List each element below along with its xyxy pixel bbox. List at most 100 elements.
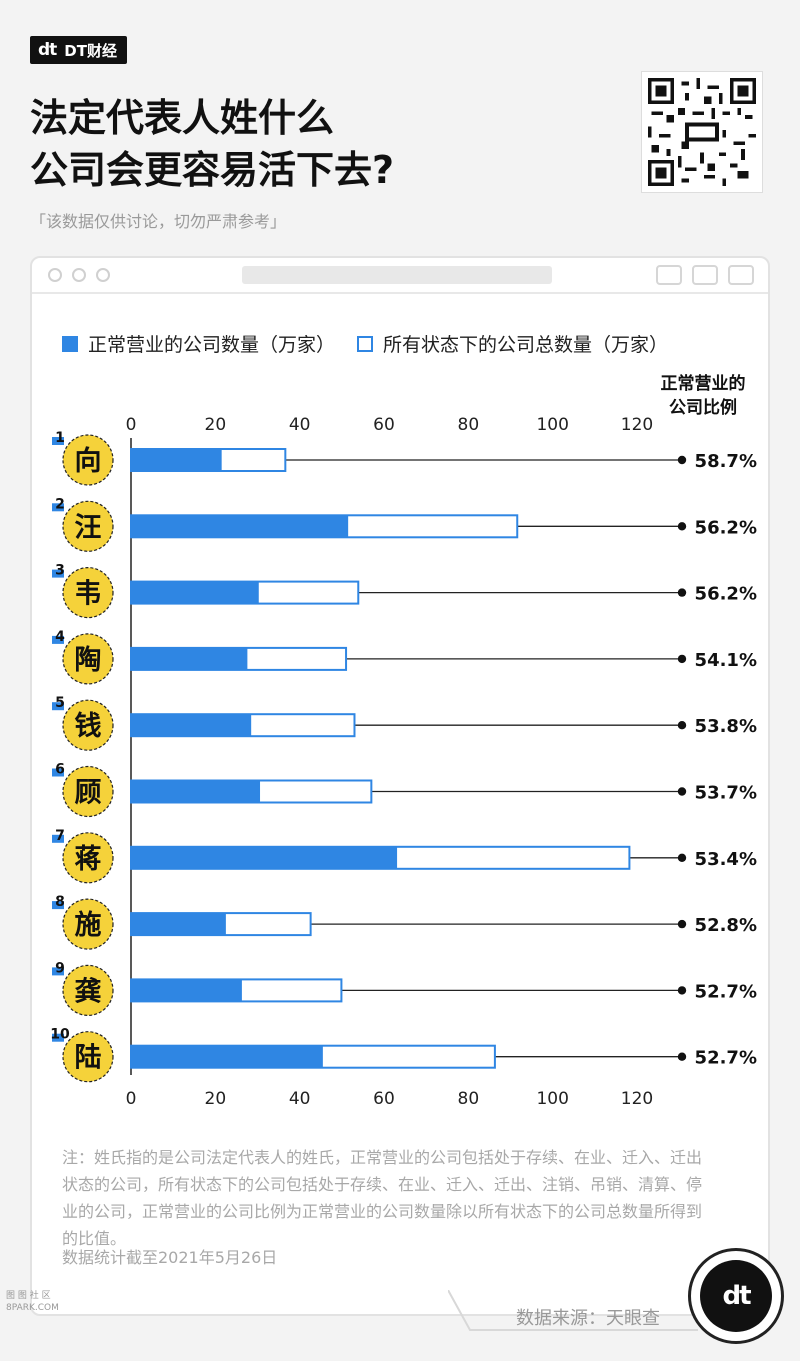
leader-dot (677, 522, 687, 531)
surname-circle (62, 1031, 114, 1083)
disclaimer: 「该数据仅供讨论，切勿严肃参考」 (30, 212, 287, 231)
title-line-1: 法定代表人姓什么 (30, 96, 335, 140)
legend-item-total: 所有状态下的公司总数量（万家） (357, 330, 668, 357)
rank-tag (52, 901, 64, 910)
chart-legend: 正常营业的公司数量（万家） 所有状态下的公司总数量（万家） (62, 330, 690, 357)
corner-mark-line-2: 8PARK.COM (6, 1303, 59, 1313)
rank-number: 1 (55, 430, 65, 446)
ratio-value: 53.8% (695, 716, 757, 737)
bar-normal (131, 780, 261, 803)
close-icon (48, 268, 62, 282)
ratio-value: 53.4% (695, 849, 757, 870)
minimize-icon (72, 268, 86, 282)
rank-tag (52, 768, 64, 777)
address-bar (242, 266, 552, 284)
ratio-value: 56.2% (695, 517, 757, 538)
brand-logo: dt DT财经 (30, 36, 127, 64)
qr-code (642, 72, 762, 192)
surname-circle (62, 964, 114, 1017)
bar-normal (131, 515, 349, 538)
ratio-value: 52.7% (695, 981, 757, 1002)
window-bar (32, 258, 768, 294)
surname-label: 韦 (75, 579, 102, 610)
surname-label: 施 (75, 910, 102, 941)
rank-tag (52, 437, 64, 445)
rank-number: 3 (55, 563, 65, 579)
surname-label: 蒋 (75, 844, 102, 875)
surname-label: 顾 (75, 778, 102, 809)
ratio-header-line-2: 公司比例 (669, 398, 737, 418)
leader-dot (677, 853, 687, 862)
copy-icon (728, 265, 754, 285)
rank-tag (52, 635, 64, 644)
rank-number: 2 (55, 496, 65, 512)
title-line-2: 公司会更容易活下去? (30, 148, 395, 192)
surname-circle (62, 832, 114, 884)
tick-label-bottom: 100 (536, 1089, 568, 1109)
surname-label: 龚 (75, 976, 102, 1007)
tick-label-top: 80 (458, 415, 480, 435)
surname-label: 陆 (75, 1043, 102, 1074)
tick-label-bottom: 0 (126, 1089, 137, 1109)
bar-normal (131, 1045, 323, 1068)
rank-tag (52, 967, 64, 976)
tick-label-top: 100 (536, 415, 568, 435)
bar-normal (131, 581, 259, 604)
surname-circle (62, 500, 114, 552)
ratio-value: 54.1% (695, 650, 757, 671)
data-source: 数据来源：天眼查 (516, 1308, 660, 1329)
leader-dot (677, 654, 687, 664)
legend-label-total: 所有状态下的公司总数量（万家） (383, 334, 669, 356)
maximize-icon (96, 268, 110, 282)
ratio-header-line-1: 正常营业的 (660, 374, 746, 394)
rank-number: 9 (55, 960, 65, 976)
surname-label: 向 (75, 445, 102, 477)
tick-label-top: 20 (205, 415, 227, 435)
surname-circle (62, 898, 114, 950)
window-dots (48, 268, 110, 282)
bar-normal (131, 846, 398, 869)
record-icon (656, 265, 682, 285)
surname-circle (62, 699, 114, 751)
chart-note: 注：姓氏指的是公司法定代表人的姓氏，正常营业的公司包括处于存续、在业、迁入、迁出… (62, 1148, 703, 1248)
rank-number: 6 (55, 762, 65, 778)
bar-normal (131, 647, 248, 670)
qr-code-icon (648, 78, 756, 186)
rank-tag (52, 1033, 64, 1042)
badge-mark: dt (700, 1260, 772, 1332)
surname-label: 钱 (75, 711, 102, 742)
rank-number: 7 (55, 828, 65, 844)
surname-circle (62, 434, 114, 486)
legend-swatch-filled (62, 335, 78, 352)
legend-label-normal: 正常营业的公司数量（万家） (88, 334, 336, 356)
tick-label-bottom: 120 (621, 1089, 653, 1109)
rank-number: 5 (55, 695, 65, 711)
rank-tag (52, 503, 64, 512)
tick-label-bottom: 20 (205, 1089, 227, 1109)
bar-normal (131, 449, 222, 471)
corner-mark-line-1: 图 图 社 区 (6, 1291, 51, 1301)
data-date: 数据统计截至2021年5月26日 (62, 1248, 278, 1267)
ratio-value: 56.2% (695, 584, 757, 605)
brand-mark: dt (38, 40, 57, 60)
legend-swatch-outline (357, 335, 374, 352)
leader-dot (677, 455, 687, 465)
bar-normal (131, 714, 252, 737)
ratio-value: 52.8% (695, 915, 757, 936)
leader-dot (677, 787, 687, 796)
leader-dot (677, 588, 687, 597)
ratio-value: 53.7% (695, 783, 757, 804)
surname-circle (62, 566, 114, 619)
tick-label-bottom: 80 (458, 1089, 480, 1109)
share-icon (692, 265, 718, 285)
surname-label: 陶 (75, 644, 102, 676)
leader-dot (677, 721, 687, 730)
leader-dot (677, 986, 687, 995)
rank-tag (52, 702, 64, 711)
legend-item-normal: 正常营业的公司数量（万家） (62, 330, 335, 357)
bar-normal (131, 979, 242, 1002)
leader-dot (677, 919, 687, 929)
surname-circle (62, 633, 114, 685)
rank-tag (52, 834, 64, 843)
